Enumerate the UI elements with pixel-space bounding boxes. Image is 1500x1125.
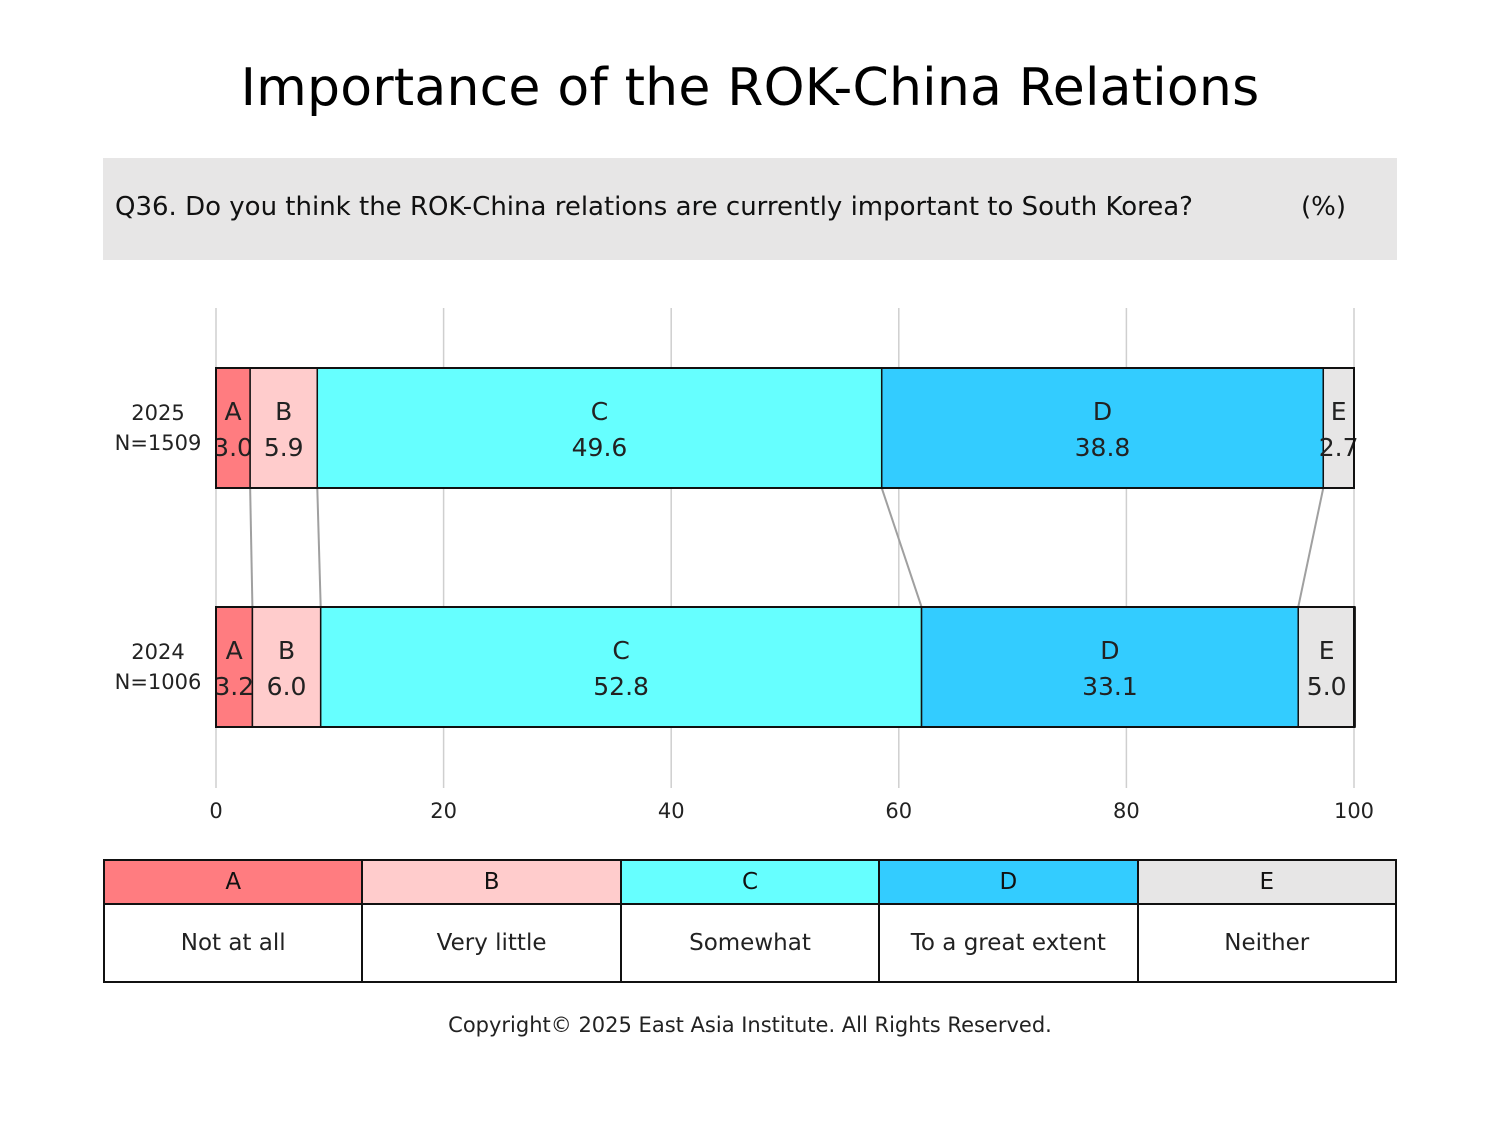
stacked-bar-chart: 0 20 40 60 80 100 A 3.0 B 5.9 C 49.6 D 38.8 E 2.7 2025 N=… xyxy=(115,308,1374,823)
segment-value-label: 2.7 xyxy=(1319,433,1359,462)
bar-outline xyxy=(215,606,1355,728)
row-year-label: 2024 xyxy=(131,640,184,664)
segment-key-label: B xyxy=(275,397,292,426)
segment-key-label: B xyxy=(278,636,295,665)
chart-title: Importance of the ROK-China Relations xyxy=(240,58,1260,118)
legend-key-a: A xyxy=(102,859,364,905)
segment-value-label: 3.2 xyxy=(214,672,254,701)
copyright-notice: Copyright© 2025 East Asia Institute. All… xyxy=(448,1013,1052,1037)
bar-outline xyxy=(215,367,1355,489)
segment-key-label: C xyxy=(591,397,608,426)
segment-value-label: 52.8 xyxy=(593,672,649,701)
segment-value-label: 33.1 xyxy=(1082,672,1138,701)
row-n-label: N=1006 xyxy=(115,670,202,694)
legend-key-d: D xyxy=(878,859,1139,905)
bar-segment-e xyxy=(1322,367,1355,489)
question-text: Q36. Do you think the ROK-China relation… xyxy=(115,192,1193,222)
bar-segment-a xyxy=(215,606,254,728)
legend-label-a: Not at all xyxy=(102,903,364,983)
x-tick-label: 20 xyxy=(430,799,457,823)
segment-value-label: 49.6 xyxy=(572,433,628,462)
bar-segment-b xyxy=(249,367,319,489)
x-tick-label: 100 xyxy=(1334,799,1374,823)
connector-line xyxy=(880,487,923,608)
segment-key-label: A xyxy=(225,397,242,426)
segment-value-label: 5.9 xyxy=(264,433,304,462)
question-box: Q36. Do you think the ROK-China relation… xyxy=(103,158,1397,260)
connector-line xyxy=(249,487,254,608)
bar-segment-c xyxy=(316,367,883,489)
legend-label-b: Very little xyxy=(361,903,622,983)
bar-segment-e xyxy=(1297,606,1356,728)
row-n-label: N=1509 xyxy=(115,431,202,455)
connector-line xyxy=(316,487,322,608)
segment-key-label: E xyxy=(1319,636,1335,665)
unit-label: (%) xyxy=(1301,192,1346,222)
bar-segment-d xyxy=(920,606,1299,728)
segment-value-label: 38.8 xyxy=(1075,433,1131,462)
legend-key-c: C xyxy=(619,859,881,905)
segment-key-label: D xyxy=(1100,636,1119,665)
row-year-label: 2025 xyxy=(131,401,184,425)
segment-key-label: E xyxy=(1331,397,1347,426)
legend-key-e: E xyxy=(1136,859,1398,905)
legend-label-e: Neither xyxy=(1136,903,1398,983)
legend-label-c: Somewhat xyxy=(619,903,881,983)
legend-key-b: B xyxy=(361,859,622,905)
bar-segment-a xyxy=(215,367,251,489)
bar-segment-d xyxy=(880,367,1325,489)
segment-value-label: 6.0 xyxy=(267,672,307,701)
legend-table: A B C D E Not at all Very little Somewha… xyxy=(102,859,1398,983)
x-tick-label: 40 xyxy=(658,799,685,823)
x-tick-label: 0 xyxy=(209,799,222,823)
segment-value-label: 5.0 xyxy=(1307,672,1347,701)
segment-key-label: D xyxy=(1093,397,1112,426)
bar-segment-c xyxy=(319,606,923,728)
connector-line xyxy=(1297,487,1325,608)
bar-segment-b xyxy=(251,606,322,728)
segment-value-label: 3.0 xyxy=(213,433,253,462)
segment-key-label: A xyxy=(226,636,243,665)
segment-key-label: C xyxy=(612,636,629,665)
legend-label-d: To a great extent xyxy=(878,903,1139,983)
x-tick-label: 60 xyxy=(885,799,912,823)
x-tick-label: 80 xyxy=(1113,799,1140,823)
